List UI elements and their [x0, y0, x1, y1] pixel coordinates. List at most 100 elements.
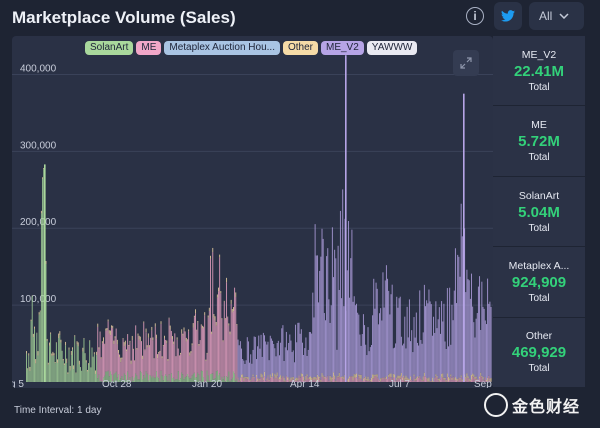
- bar-other: [92, 356, 94, 358]
- bar-me: [366, 380, 368, 382]
- bar-me-v2: [326, 256, 328, 378]
- bar-solanart: [63, 365, 65, 382]
- bar-solanart: [82, 351, 84, 382]
- bar-me: [446, 377, 448, 382]
- stat-name: ME_V2: [521, 48, 557, 61]
- bar-other: [69, 365, 71, 371]
- bar-me-v2: [392, 348, 394, 374]
- bar-me: [221, 319, 223, 377]
- bar-me: [307, 378, 309, 382]
- bar-me: [276, 376, 278, 382]
- bar-me: [260, 377, 262, 382]
- bar-me: [262, 380, 264, 382]
- bar-me: [207, 317, 209, 376]
- bar-me: [417, 377, 418, 382]
- bar-other: [435, 374, 437, 377]
- bar-other: [279, 377, 280, 380]
- bar-me: [376, 377, 378, 382]
- bar-other: [468, 378, 470, 382]
- bar-me: [452, 376, 454, 382]
- bar-me-v2: [440, 333, 441, 380]
- bar-me-v2: [381, 320, 383, 379]
- bar-me: [385, 379, 387, 382]
- bar-me-v2: [325, 320, 326, 377]
- bar-other: [136, 348, 138, 350]
- stat-name: SolanArt: [518, 189, 560, 202]
- info-icon[interactable]: i: [466, 7, 484, 25]
- bar-other: [58, 333, 60, 339]
- bar-me-v2: [375, 282, 377, 375]
- bar-me: [173, 344, 175, 378]
- bar-me-v2: [406, 306, 408, 378]
- bar-other: [316, 374, 318, 377]
- bar-other: [182, 333, 184, 336]
- legend-item-1[interactable]: ME: [136, 41, 162, 55]
- bar-solanart: [230, 379, 232, 382]
- bar-me-v2: [479, 276, 481, 377]
- bar-me-v2: [379, 313, 380, 381]
- bar-me: [136, 349, 138, 376]
- bar-solanart: [157, 376, 159, 382]
- bar-me: [233, 311, 234, 372]
- bar-solanart: [80, 367, 81, 382]
- bar-me-v2: [353, 296, 355, 375]
- bar-me-v2: [428, 289, 430, 378]
- bar-other: [173, 341, 175, 345]
- bar-me-v2: [339, 210, 341, 378]
- bar-other: [423, 372, 425, 377]
- bar-me: [283, 381, 285, 382]
- bar-me-v2: [429, 301, 431, 382]
- bar-other: [392, 373, 394, 378]
- bar-other: [72, 347, 73, 350]
- bar-me: [412, 380, 414, 382]
- bar-solanart: [177, 371, 179, 382]
- bar-me-v2: [459, 276, 461, 379]
- bar-me: [101, 343, 103, 382]
- bar-other: [454, 377, 456, 381]
- bar-me-v2: [433, 316, 435, 382]
- bar-me-v2: [483, 308, 485, 381]
- bar-other: [62, 358, 64, 361]
- twitter-share-button[interactable]: [494, 2, 522, 30]
- y-tick-label: 100,000: [20, 294, 57, 305]
- bar-me: [300, 376, 302, 382]
- bar-solanart: [214, 378, 216, 382]
- bar-solanart: [145, 371, 147, 382]
- bar-other: [52, 351, 54, 356]
- bar-me: [477, 381, 479, 382]
- bar-me-v2: [265, 341, 267, 381]
- bar-solanart: [165, 374, 167, 382]
- bar-solanart: [231, 377, 233, 382]
- bar-me-v2: [241, 348, 242, 375]
- bar-solanart: [49, 345, 50, 382]
- expand-chart-button[interactable]: [453, 50, 479, 76]
- legend-item-2[interactable]: Metaplex Auction Hou...: [164, 41, 280, 55]
- bar-solanart: [106, 371, 108, 382]
- legend-item-0[interactable]: SolanArt: [85, 41, 134, 55]
- bar-other: [160, 321, 162, 325]
- bar-other: [233, 307, 234, 312]
- bar-other: [38, 312, 40, 315]
- time-range-select[interactable]: All: [529, 2, 584, 30]
- bar-me: [206, 353, 208, 371]
- bar-other: [379, 380, 380, 381]
- bar-me: [382, 377, 384, 382]
- bar-me-v2: [387, 278, 389, 379]
- bar-solanart: [54, 363, 56, 382]
- bar-me: [264, 376, 265, 382]
- bar-me-v2: [359, 334, 361, 375]
- bar-other: [242, 374, 244, 378]
- bar-me: [164, 338, 165, 376]
- bar-other: [219, 254, 221, 258]
- bar-me: [195, 313, 196, 378]
- bar-me-v2: [461, 236, 463, 380]
- legend-item-5[interactable]: YAWWW: [366, 41, 418, 55]
- bar-other: [105, 328, 107, 331]
- bar-me: [328, 380, 330, 382]
- legend-item-3[interactable]: Other: [282, 41, 318, 55]
- bar-me-v2: [259, 348, 261, 379]
- bar-other: [200, 324, 202, 326]
- legend-item-4[interactable]: ME_V2: [321, 41, 364, 55]
- bar-me-v2: [380, 308, 382, 379]
- bar-me-v2: [296, 342, 298, 378]
